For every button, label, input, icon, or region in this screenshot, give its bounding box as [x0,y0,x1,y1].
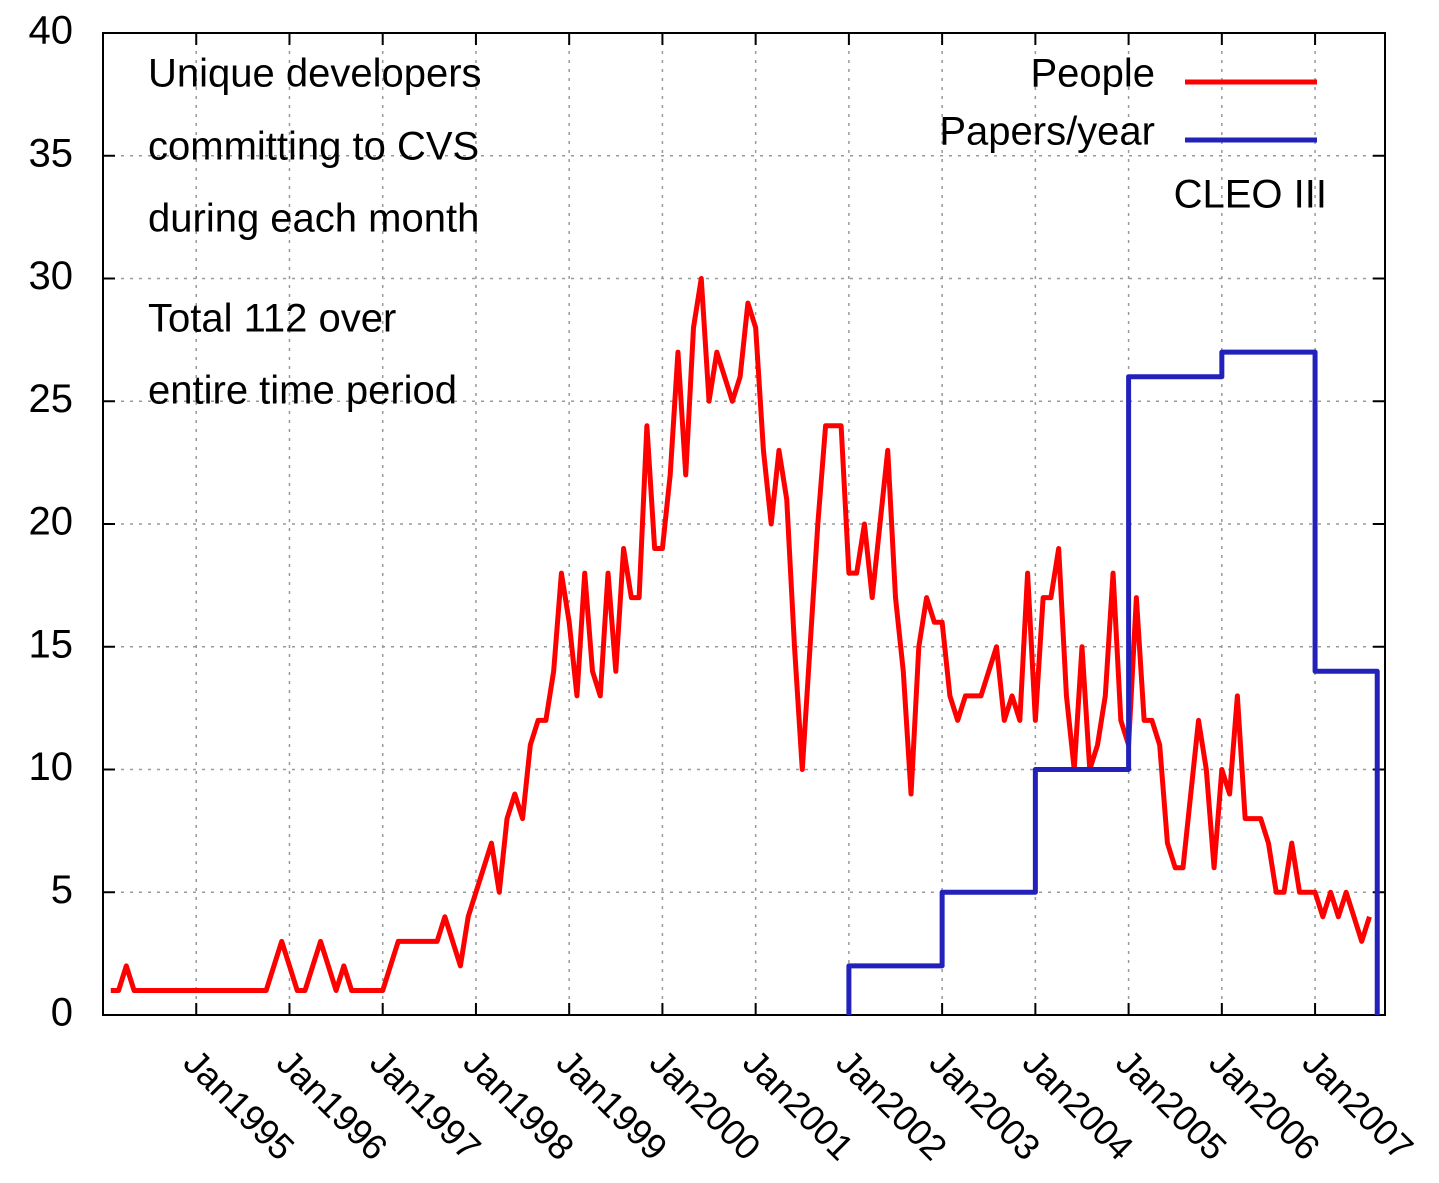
y-tick-label: 5 [51,868,73,912]
series-line [846,349,1380,1015]
annotation: Unique developers [148,52,482,96]
y-tick-label: 35 [29,131,74,175]
y-tick-label: 30 [29,254,74,298]
legend-label: Papers/year [939,110,1155,154]
y-tick-label: 0 [51,991,73,1035]
series-line [110,276,1372,993]
annotation: entire time period [148,369,457,413]
y-tick-label: 25 [29,377,74,421]
annotation: CLEO III [1174,173,1327,217]
legend-label: People [1030,52,1155,96]
plot-frame [102,32,1386,1016]
y-tick-label: 20 [29,500,74,544]
annotation: committing to CVS [148,125,479,169]
annotation: during each month [148,197,479,241]
y-tick-label: 40 [29,9,74,53]
annotation: Total 112 over [148,297,396,341]
y-tick-label: 10 [29,745,74,789]
y-tick-label: 15 [29,622,74,666]
